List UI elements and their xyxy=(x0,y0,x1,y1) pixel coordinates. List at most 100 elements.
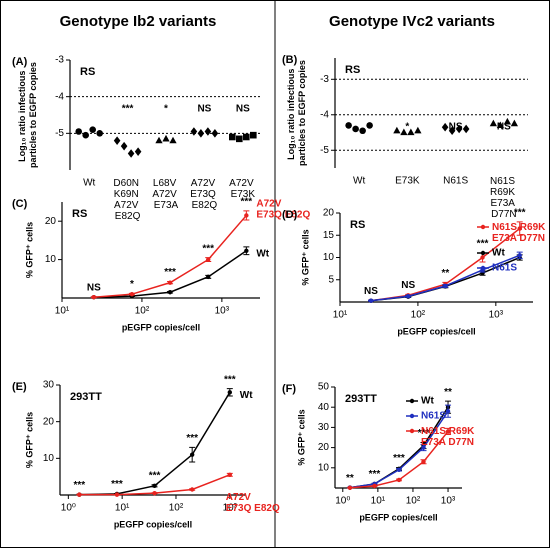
marker xyxy=(211,129,219,138)
panel-letter: (F) xyxy=(282,383,296,395)
marker xyxy=(113,136,121,145)
legend-marker xyxy=(480,265,486,271)
panel: (E) 293TT % GFP⁺ cells 10 20 30 10⁰ 10¹ 10² 10³ pE… xyxy=(12,374,280,529)
marker xyxy=(421,459,426,464)
annotation: *** xyxy=(514,208,526,219)
annotation: NS xyxy=(87,282,101,293)
marker xyxy=(197,129,205,138)
marker xyxy=(448,126,456,136)
panel-label: 293TT xyxy=(345,393,377,405)
marker xyxy=(114,492,120,497)
marker xyxy=(227,472,232,478)
marker xyxy=(75,128,82,135)
y-axis-label: Log₁₀ ratio infectious particles to EGFP… xyxy=(286,60,307,166)
x-tick-label: 10¹ xyxy=(371,496,386,507)
x-tick-label: 10³ xyxy=(441,496,456,507)
marker xyxy=(366,122,373,129)
y-tick-label: -5 xyxy=(55,128,64,139)
x-axis-label: pEGFP copies/cell xyxy=(397,326,475,336)
y-tick-label: 40 xyxy=(318,402,330,413)
marker xyxy=(393,126,401,134)
annotation: *** xyxy=(393,453,405,464)
panel-letter: (D) xyxy=(282,209,298,221)
y-tick-label: 20 xyxy=(45,216,57,227)
y-tick-label: -5 xyxy=(320,145,329,156)
marker xyxy=(206,274,211,280)
marker xyxy=(421,445,426,450)
annotation: NS xyxy=(364,286,378,297)
x-tick-label: 10² xyxy=(406,496,421,507)
y-tick-label: 20 xyxy=(318,442,330,453)
y-axis-label: % GFP⁺ cells xyxy=(24,412,34,468)
y-tick-label: 10 xyxy=(43,453,55,464)
annotation: * xyxy=(405,121,409,132)
annotation: ** xyxy=(441,268,449,279)
marker xyxy=(352,125,359,133)
panel-label: RS xyxy=(345,64,360,76)
series-line xyxy=(93,214,247,298)
y-tick-label: -3 xyxy=(55,55,64,66)
x-tick-label: 10¹ xyxy=(55,306,70,317)
marker xyxy=(441,122,449,132)
legend-label: N61S xyxy=(492,263,517,274)
y-tick-label: 10 xyxy=(45,254,57,265)
panel: (D) RS % GFP⁺ cells 5 10 15 20 10¹ 10² 10³ pEGFP c… xyxy=(282,208,548,337)
legend-marker xyxy=(409,428,415,434)
x-axis-label: pEGFP copies/cell xyxy=(359,512,437,522)
annotation: *** xyxy=(202,243,214,254)
panel-label: RS xyxy=(72,208,87,220)
header: Genotype Ib2 variants xyxy=(60,13,217,30)
panel-letter: (C) xyxy=(12,198,28,210)
panel: (B) RS Log₁₀ ratio infectious particles to… xyxy=(282,54,528,220)
x-tick-label: D60N K69N A72V E82Q xyxy=(113,178,141,222)
legend-label: N61S R69K E73A D77N xyxy=(492,222,548,244)
x-tick-label: Wt xyxy=(353,176,365,187)
legend-label: Wt xyxy=(240,390,253,401)
x-tick-label: N61S R69K E73A D77N xyxy=(490,176,518,220)
panel-label: RS xyxy=(80,66,95,78)
annotation: *** xyxy=(369,469,381,480)
panel-label: RS xyxy=(350,219,365,231)
marker xyxy=(91,295,97,300)
marker xyxy=(445,409,451,414)
marker xyxy=(244,248,249,253)
legend-marker xyxy=(409,413,415,419)
x-tick-label: 10³ xyxy=(489,310,504,321)
x-tick-label: E73K xyxy=(395,176,420,187)
panel: (A) RS Log₁₀ ratio infectious particles to… xyxy=(12,55,262,222)
panel-letter: (B) xyxy=(282,54,298,66)
x-tick-label: L68V A72V E73A xyxy=(152,178,179,211)
marker xyxy=(236,135,243,143)
legend-label: Wt xyxy=(256,248,269,259)
marker xyxy=(152,490,157,496)
marker xyxy=(347,485,353,490)
x-tick-label: A72V E73Q E82Q xyxy=(190,178,218,211)
marker xyxy=(167,290,173,295)
marker xyxy=(368,298,374,303)
x-tick-label: 10³ xyxy=(215,306,230,317)
marker xyxy=(250,131,257,139)
x-tick-label: 10² xyxy=(169,503,184,514)
annotation: *** xyxy=(224,374,236,385)
panel: (F) 293TT % GFP⁺ cells 10 20 30 40 50 10⁰ 10¹ 10² 1… xyxy=(282,382,477,523)
y-tick-label: 50 xyxy=(318,382,330,393)
x-tick-label: 10⁰ xyxy=(335,496,350,507)
marker xyxy=(496,121,505,129)
annotation: NS xyxy=(236,103,250,114)
marker xyxy=(345,122,352,129)
y-tick-label: 10 xyxy=(318,462,330,473)
legend-marker xyxy=(480,224,486,230)
marker xyxy=(152,483,157,489)
y-tick-label: 10 xyxy=(323,252,335,263)
x-axis-label: pEGFP copies/cell xyxy=(114,519,192,529)
annotation: NS xyxy=(197,103,211,114)
annotation: *** xyxy=(149,470,161,481)
marker xyxy=(227,390,232,395)
x-tick-label: 10² xyxy=(135,306,150,317)
y-tick-label: 20 xyxy=(323,208,335,219)
marker xyxy=(127,149,135,158)
marker xyxy=(414,126,422,134)
y-axis-label: % GFP⁺ cells xyxy=(296,409,306,465)
legend-label: Wt xyxy=(421,396,434,407)
marker xyxy=(372,483,377,489)
